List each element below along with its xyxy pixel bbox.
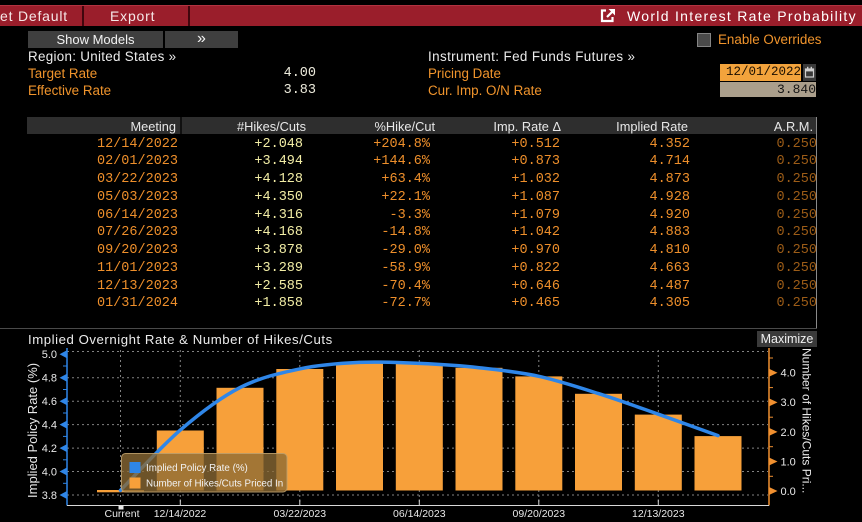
svg-text:2.0: 2.0 xyxy=(781,427,796,439)
svg-text:3.0: 3.0 xyxy=(781,397,796,409)
svg-text:12/13/2023: 12/13/2023 xyxy=(632,508,685,520)
svg-text:5.0: 5.0 xyxy=(42,349,57,361)
svg-text:03/22/2023: 03/22/2023 xyxy=(274,508,327,520)
svg-text:0.0: 0.0 xyxy=(781,486,796,498)
svg-text:12/14/2022: 12/14/2022 xyxy=(154,508,207,520)
svg-text:09/20/2023: 09/20/2023 xyxy=(513,508,566,520)
svg-text:06/14/2023: 06/14/2023 xyxy=(393,508,446,520)
svg-text:4.0: 4.0 xyxy=(781,368,796,380)
svg-text:4.4: 4.4 xyxy=(42,420,57,432)
svg-text:4.2: 4.2 xyxy=(42,443,57,455)
svg-text:4.8: 4.8 xyxy=(42,373,57,385)
svg-text:4.6: 4.6 xyxy=(42,396,57,408)
svg-text:Implied Policy Rate (%): Implied Policy Rate (%) xyxy=(25,363,40,498)
svg-text:Implied Policy Rate (%): Implied Policy Rate (%) xyxy=(146,463,248,474)
svg-text:Number of Hikes/Cuts Priced In: Number of Hikes/Cuts Priced In xyxy=(146,479,283,490)
svg-text:Current: Current xyxy=(104,508,139,520)
svg-text:1.0: 1.0 xyxy=(781,456,796,468)
svg-text:3.8: 3.8 xyxy=(42,490,57,502)
svg-text:Number of Hikes/Cuts Pri...: Number of Hikes/Cuts Pri... xyxy=(800,348,814,493)
svg-text:4.0: 4.0 xyxy=(42,466,57,478)
